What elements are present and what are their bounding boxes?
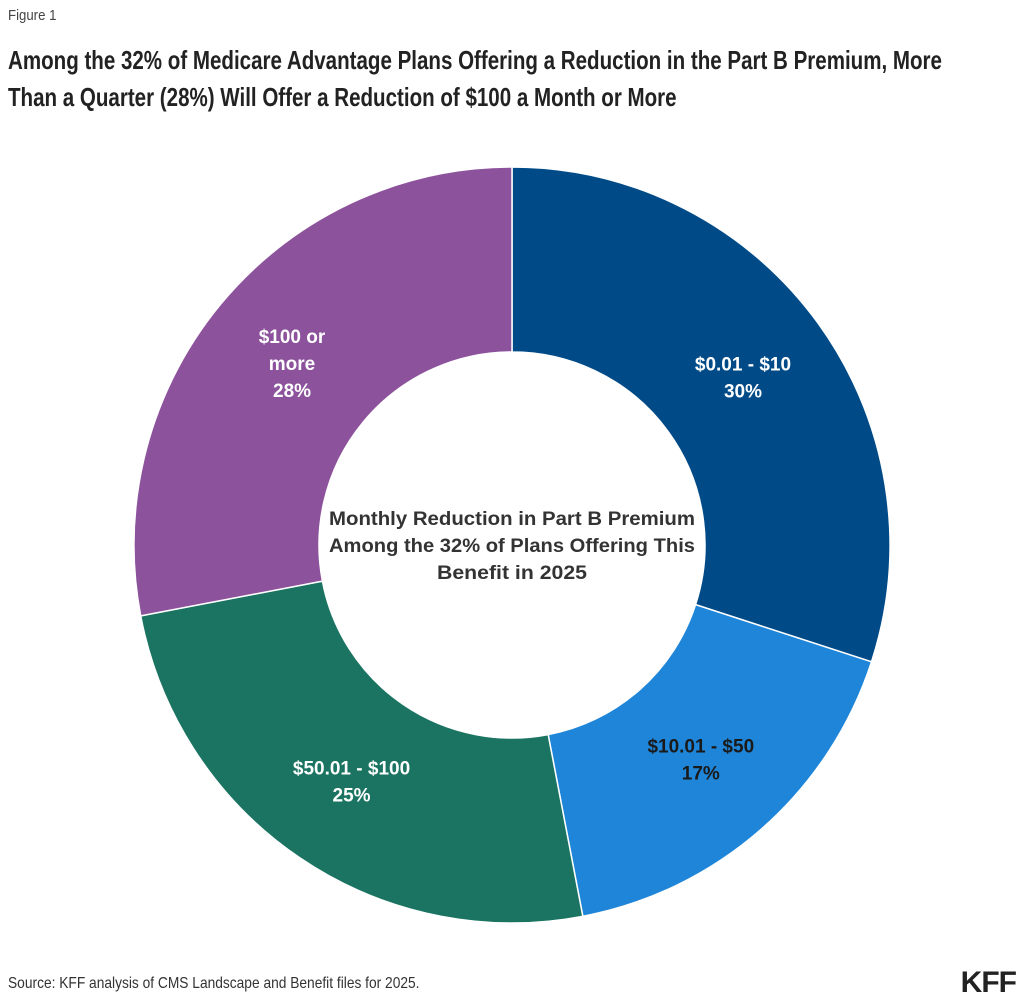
donut-slice-2 [139, 580, 584, 924]
center-label-line-1: Among the 32% of Plans Offering This [329, 536, 695, 557]
donut-slice-3 [133, 166, 513, 617]
chart-title: Among the 32% of Medicare Advantage Plan… [8, 45, 942, 112]
data-label-2-0: $50.01 - $100 [293, 759, 410, 780]
data-label-3-1: more [269, 354, 315, 375]
data-label-0-0: $0.01 - $10 [695, 355, 791, 376]
data-label-0-1: 30% [724, 382, 762, 403]
data-label-2-1: 25% [333, 786, 371, 807]
donut-slice-1 [547, 603, 873, 918]
data-label-1-1: 17% [682, 764, 720, 785]
center-label-line-2: Benefit in 2025 [437, 563, 587, 584]
figure-label: Figure 1 [8, 7, 57, 24]
data-label-1-0: $10.01 - $50 [647, 737, 754, 758]
donut-slice-0 [511, 166, 891, 663]
source-note: Source: KFF analysis of CMS Landscape an… [8, 975, 420, 992]
center-label-line-0: Monthly Reduction in Part B Premium [329, 509, 695, 530]
kff-logo: KFF [960, 966, 1017, 999]
data-label-3-2: 28% [273, 381, 311, 402]
data-label-3-0: $100 or [259, 327, 326, 348]
